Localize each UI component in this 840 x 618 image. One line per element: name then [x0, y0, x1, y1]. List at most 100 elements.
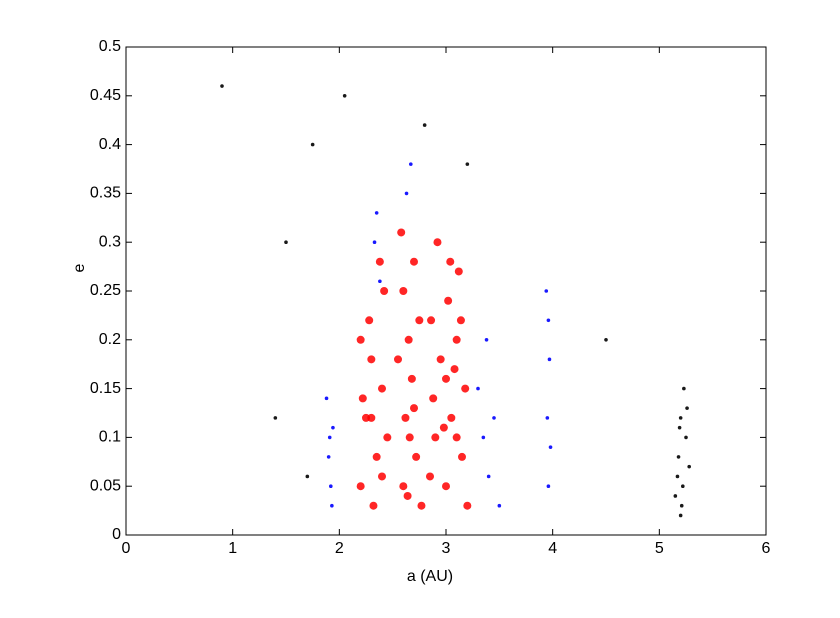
point — [412, 452, 421, 461]
point — [454, 267, 463, 276]
point — [446, 257, 455, 266]
point — [380, 287, 389, 295]
point — [465, 162, 470, 166]
point — [681, 484, 685, 489]
point — [399, 287, 408, 295]
x-tick-label: 5 — [655, 540, 664, 557]
point — [481, 435, 486, 440]
point — [685, 406, 689, 410]
point — [452, 433, 461, 442]
y-tick-label: 0.45 — [90, 87, 121, 104]
point — [410, 257, 418, 266]
point — [410, 404, 418, 413]
point — [404, 191, 409, 196]
point — [394, 355, 402, 364]
point — [378, 279, 382, 284]
point — [436, 355, 445, 364]
point — [484, 338, 489, 342]
point — [492, 416, 496, 420]
point — [678, 513, 683, 518]
plot-area — [125, 46, 767, 536]
point — [544, 289, 549, 293]
point — [409, 162, 413, 166]
point — [684, 435, 688, 440]
point — [678, 416, 683, 420]
point — [444, 296, 453, 305]
point — [329, 484, 333, 489]
point — [372, 452, 381, 461]
y-tick-label: 0.25 — [90, 282, 121, 299]
point — [374, 211, 379, 215]
point — [426, 472, 434, 481]
point — [310, 142, 315, 147]
point — [331, 425, 335, 430]
y-axis-label: e — [71, 263, 88, 272]
point — [378, 472, 386, 481]
point — [397, 228, 406, 237]
y-tick-label: 0.2 — [99, 331, 121, 348]
point — [461, 384, 470, 393]
point — [676, 455, 681, 459]
point — [375, 257, 384, 266]
point — [367, 355, 376, 364]
x-axis-label: a (AU) — [407, 568, 453, 585]
point — [415, 316, 424, 325]
y-tick-label: 0.1 — [99, 429, 121, 446]
x-tick-label: 0 — [122, 540, 131, 557]
point — [677, 425, 682, 430]
point — [497, 503, 502, 508]
point — [330, 503, 334, 508]
point — [356, 335, 365, 344]
point — [372, 240, 377, 244]
point — [367, 413, 376, 422]
point — [284, 240, 288, 244]
y-tick-label: 0.35 — [90, 185, 121, 202]
point — [327, 435, 332, 440]
point — [220, 84, 224, 88]
point — [456, 316, 465, 325]
x-tick-label: 3 — [442, 540, 451, 557]
x-tick-label: 4 — [548, 540, 557, 557]
point — [687, 464, 691, 469]
point — [679, 503, 684, 508]
point — [405, 433, 414, 442]
point — [546, 484, 551, 489]
point — [673, 494, 678, 498]
point — [442, 482, 450, 491]
point — [399, 482, 408, 491]
y-tick-label: 0 — [112, 526, 121, 543]
y-tick-label: 0.3 — [99, 233, 121, 250]
point — [369, 501, 378, 510]
point — [342, 94, 347, 98]
point — [431, 433, 440, 442]
point — [546, 318, 551, 323]
point — [450, 365, 459, 374]
point — [401, 413, 410, 422]
point — [545, 416, 550, 420]
point — [422, 123, 427, 127]
point — [417, 501, 426, 510]
point — [358, 394, 367, 403]
point — [439, 423, 448, 432]
point — [458, 452, 466, 461]
point — [682, 386, 686, 391]
y-tick-label: 0.15 — [90, 380, 121, 397]
y-tick-label: 0.4 — [99, 136, 121, 153]
point — [356, 482, 365, 491]
y-tick-label: 0.05 — [90, 477, 121, 494]
x-tick-label: 2 — [335, 540, 344, 557]
x-tick-label: 6 — [762, 540, 771, 557]
point — [547, 357, 552, 362]
point — [383, 433, 392, 442]
point — [326, 455, 331, 459]
y-tick-label: 0.5 — [99, 38, 121, 55]
point — [486, 474, 491, 479]
point — [324, 396, 329, 401]
point — [604, 338, 608, 342]
point — [404, 335, 413, 344]
point — [442, 374, 450, 383]
point — [452, 335, 461, 344]
point — [675, 474, 680, 479]
point — [427, 316, 436, 325]
